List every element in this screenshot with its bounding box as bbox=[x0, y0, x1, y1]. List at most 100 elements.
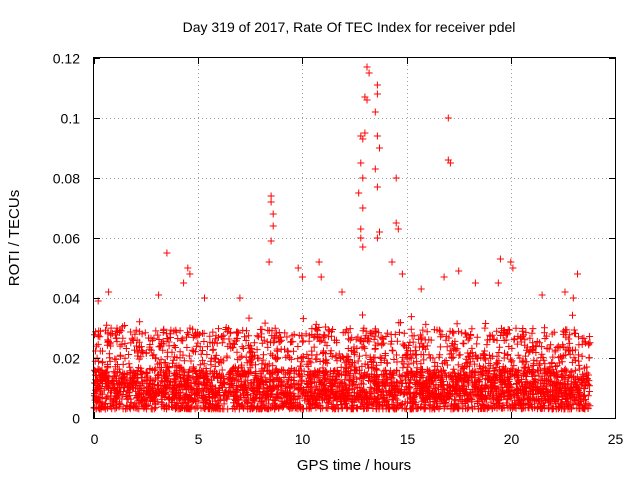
data-point bbox=[184, 264, 192, 272]
data-point bbox=[335, 382, 343, 390]
data-point bbox=[225, 384, 233, 392]
data-point bbox=[259, 378, 267, 386]
data-point bbox=[486, 375, 493, 383]
data-point bbox=[559, 371, 567, 379]
data-point bbox=[373, 132, 381, 140]
data-point bbox=[564, 377, 572, 385]
data-point bbox=[185, 330, 193, 338]
data-point bbox=[453, 320, 461, 328]
data-point bbox=[264, 391, 271, 399]
data-point bbox=[132, 326, 140, 334]
data-point bbox=[324, 371, 332, 379]
data-point bbox=[286, 405, 294, 413]
data-point bbox=[163, 372, 171, 380]
data-point bbox=[462, 359, 470, 367]
data-point bbox=[146, 380, 153, 388]
data-point bbox=[253, 383, 261, 391]
data-point bbox=[200, 387, 207, 395]
data-point bbox=[271, 405, 279, 413]
data-point bbox=[249, 396, 257, 404]
data-point bbox=[263, 392, 271, 400]
data-point bbox=[371, 345, 379, 353]
data-point bbox=[352, 335, 360, 343]
data-point bbox=[553, 384, 561, 392]
data-point bbox=[392, 219, 400, 227]
data-point bbox=[578, 334, 586, 342]
data-point bbox=[427, 354, 434, 362]
data-point bbox=[386, 389, 394, 397]
data-point bbox=[225, 390, 233, 398]
data-point bbox=[373, 234, 381, 242]
data-point bbox=[163, 330, 171, 338]
data-point bbox=[551, 346, 559, 354]
data-point bbox=[131, 330, 139, 338]
data-point bbox=[306, 357, 314, 365]
data-point bbox=[169, 356, 177, 364]
data-point bbox=[513, 340, 521, 348]
data-point bbox=[196, 331, 204, 339]
data-point bbox=[560, 343, 568, 351]
data-point bbox=[135, 390, 143, 398]
data-point bbox=[423, 392, 431, 400]
data-point bbox=[359, 174, 367, 182]
data-point bbox=[532, 342, 540, 350]
data-point bbox=[328, 383, 336, 391]
data-point bbox=[111, 363, 119, 371]
data-point bbox=[324, 333, 332, 341]
data-point bbox=[398, 270, 406, 278]
data-point bbox=[440, 273, 448, 281]
data-point bbox=[180, 279, 188, 287]
data-point bbox=[349, 359, 356, 366]
data-point bbox=[466, 358, 474, 366]
data-point bbox=[223, 395, 231, 403]
data-point bbox=[229, 405, 237, 412]
data-point bbox=[317, 402, 325, 410]
data-point bbox=[187, 384, 195, 392]
data-point bbox=[376, 228, 383, 236]
data-point bbox=[510, 336, 518, 344]
data-point bbox=[479, 363, 487, 371]
data-point bbox=[356, 337, 364, 345]
data-point bbox=[490, 400, 498, 407]
data-point bbox=[218, 366, 226, 374]
data-point bbox=[317, 380, 325, 388]
data-point bbox=[385, 387, 393, 395]
data-point bbox=[402, 350, 410, 358]
data-point bbox=[500, 337, 508, 344]
data-point bbox=[199, 379, 207, 387]
data-point bbox=[170, 353, 178, 361]
data-point bbox=[546, 381, 554, 389]
data-point bbox=[417, 339, 425, 347]
data-point bbox=[408, 332, 416, 340]
data-point bbox=[359, 135, 367, 143]
data-point bbox=[237, 383, 245, 391]
data-point bbox=[250, 339, 258, 347]
data-point bbox=[303, 350, 311, 358]
data-point bbox=[273, 373, 281, 381]
data-point bbox=[116, 342, 124, 350]
data-point bbox=[416, 331, 424, 339]
data-point bbox=[357, 225, 365, 233]
data-point bbox=[411, 373, 419, 380]
data-point bbox=[316, 389, 324, 397]
data-point bbox=[141, 376, 149, 384]
data-point bbox=[534, 390, 542, 398]
data-point bbox=[338, 288, 346, 296]
data-point bbox=[474, 354, 482, 362]
data-point bbox=[136, 318, 144, 326]
data-point bbox=[561, 288, 569, 296]
data-point bbox=[201, 374, 209, 382]
data-point bbox=[556, 344, 564, 352]
data-point bbox=[329, 370, 337, 377]
data-point bbox=[242, 380, 249, 388]
data-point bbox=[196, 370, 204, 378]
data-point bbox=[368, 358, 375, 366]
data-point bbox=[427, 336, 435, 344]
data-point bbox=[97, 405, 105, 413]
data-point bbox=[399, 364, 407, 372]
data-point bbox=[133, 379, 140, 387]
data-point bbox=[364, 395, 372, 403]
data-point bbox=[365, 69, 373, 77]
data-point bbox=[550, 392, 558, 400]
